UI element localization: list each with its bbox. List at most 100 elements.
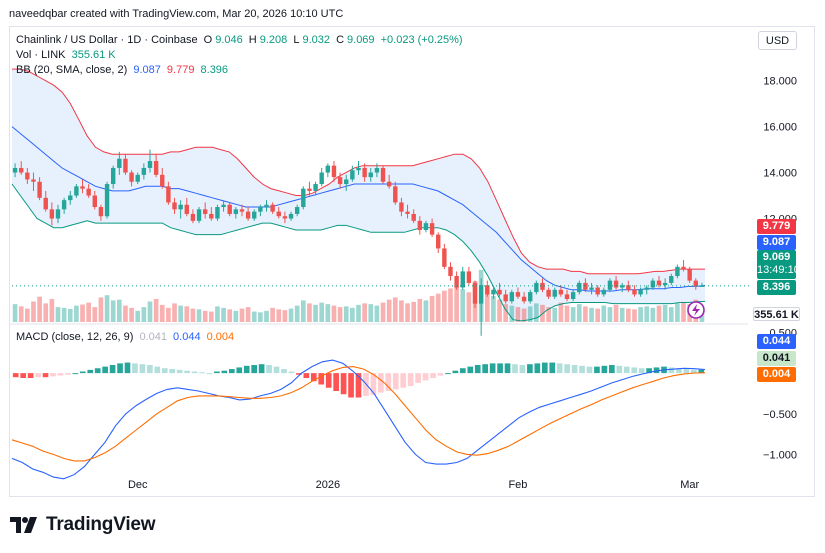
candle-body [570, 292, 576, 300]
volume-bar [25, 308, 30, 322]
volume-bar [49, 298, 55, 322]
candle-body [356, 167, 361, 171]
time-tick-label: Feb [508, 479, 527, 491]
macd-histogram-bar [504, 363, 511, 374]
volume-bar [319, 302, 325, 322]
volume-bar [466, 292, 472, 322]
volume-bar [43, 303, 49, 322]
bb-label: BB (20, SMA, close, 2) [16, 64, 128, 76]
candle-body [31, 179, 36, 182]
volume-bar [564, 305, 570, 322]
macd-histogram-bar [161, 368, 168, 374]
volume-bar [31, 301, 36, 322]
macd-histogram-bar [400, 373, 407, 388]
volume-value: 355.61 K [71, 49, 116, 61]
volume-bar [534, 303, 539, 322]
volume-bar [668, 307, 674, 322]
macd-histogram-bar [370, 373, 377, 396]
candle-body [534, 282, 539, 293]
currency-button[interactable]: USD [758, 31, 797, 50]
symbol-name[interactable]: Chainlink / US Dollar · 1D · Coinbase [16, 34, 198, 46]
candle-body [141, 167, 147, 175]
flash-icon[interactable] [687, 301, 705, 319]
macd-histogram-bar [355, 373, 362, 398]
macd-histogram-bar [65, 373, 71, 375]
bb-basis-value: 9.087 [133, 64, 161, 76]
candle-body [681, 266, 686, 270]
candle-body [43, 197, 48, 210]
chart-frame [9, 26, 815, 497]
volume-bar [607, 307, 613, 322]
macd-histogram-bar [79, 371, 86, 374]
candle-body [153, 161, 159, 175]
volume-bar [644, 306, 650, 322]
candle-body [626, 285, 631, 290]
macd-histogram-bar [206, 373, 213, 375]
last-price-value: 9.069 [762, 251, 791, 263]
candle-body [601, 289, 607, 295]
volume-bar [411, 301, 417, 322]
candle-body [110, 167, 116, 185]
macd-histogram-bar [147, 365, 153, 374]
macd-histogram-bar [228, 369, 235, 374]
volume-bar [374, 305, 380, 322]
macd-histogram-bar [445, 373, 451, 375]
macd-legend[interactable]: MACD (close, 12, 26, 9) 0.041 0.044 0.00… [16, 331, 237, 343]
candle-body [282, 216, 288, 219]
candle-body [650, 280, 656, 288]
candle-body [503, 294, 508, 302]
macd-histogram-bar [27, 373, 34, 378]
volume-bar [632, 309, 637, 322]
candle-body [515, 292, 521, 297]
bb-legend[interactable]: BB (20, SMA, close, 2) 9.087 9.779 8.396 [16, 64, 231, 76]
macd-histogram-bar [467, 366, 474, 374]
candle-body [276, 211, 281, 217]
candle-body [491, 289, 496, 295]
candle-body [350, 170, 355, 180]
macd-histogram-bar [698, 369, 705, 374]
brand-name: TradingView [46, 514, 156, 535]
volume-bar [239, 308, 245, 322]
volume-bar [570, 307, 576, 322]
volume-bar [368, 304, 374, 322]
macd-histogram-bar [251, 365, 258, 374]
volume-bar [423, 300, 429, 322]
candle-body [638, 289, 643, 295]
volume-bar [435, 293, 441, 322]
candle-body [129, 172, 134, 182]
candle-body [546, 289, 551, 297]
macd-histogram-bar [549, 362, 556, 374]
candle-body [147, 161, 153, 168]
candle-body [368, 172, 373, 178]
candle-body [86, 188, 91, 196]
candle-body [552, 289, 557, 297]
volume-legend[interactable]: Vol · LINK 355.61 K [16, 49, 119, 61]
candle-body [74, 186, 79, 196]
signal-line [11, 366, 706, 462]
candle-body [270, 204, 275, 212]
candle-body [123, 158, 128, 173]
candle-body [589, 287, 594, 290]
candle-body [485, 285, 490, 295]
candle-body [497, 289, 502, 295]
macd-histogram-bar [676, 368, 682, 374]
bb-lower-tag: 8.396 [757, 280, 796, 295]
candle-body [61, 200, 67, 210]
tradingview-logo[interactable]: TradingView [10, 514, 156, 536]
candle-body [558, 289, 564, 295]
bb-upper-value: 9.779 [166, 64, 195, 76]
volume-bar [503, 304, 509, 322]
candle-body [202, 209, 208, 214]
volume-bar [527, 306, 533, 322]
macd-histogram-bar [609, 365, 615, 374]
credit-line: naveedqbar created with TradingView.com,… [9, 8, 344, 20]
macd-histogram-bar [378, 373, 384, 393]
macd-histogram-bar [35, 373, 41, 378]
candle-body [687, 269, 692, 281]
time-tick-label: 2026 [316, 479, 340, 491]
candle-body [521, 296, 527, 302]
candle-body [528, 292, 533, 302]
macd-histogram-bar [392, 373, 399, 390]
